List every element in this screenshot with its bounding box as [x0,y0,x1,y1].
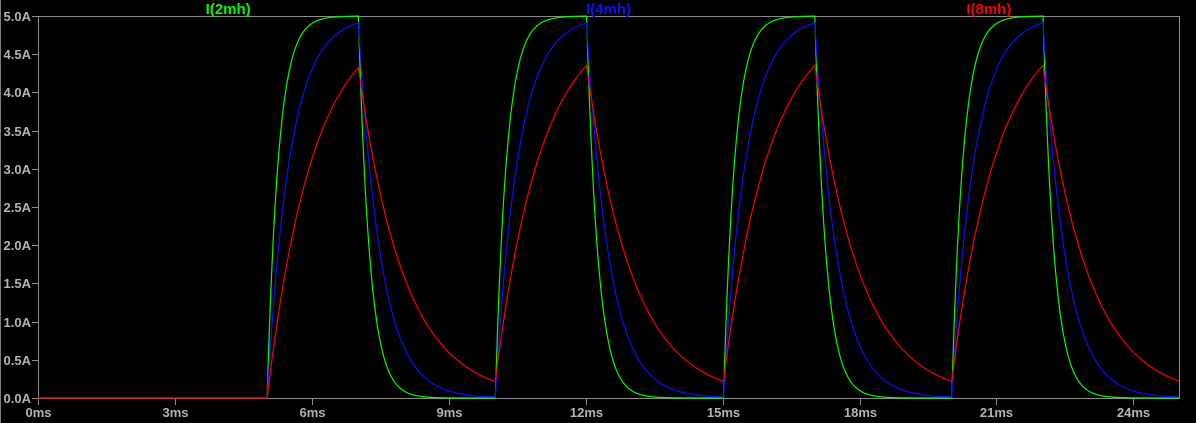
y-tick-label: 1.0A [4,315,32,330]
y-tick-label: 2.0A [4,238,32,253]
window-left-edge [0,0,1,423]
x-tick-label: 18ms [844,405,877,420]
y-tick-label: 1.5A [4,276,32,291]
y-tick-label: 4.0A [4,85,32,100]
y-tick-label: 4.5A [4,47,32,62]
y-tick-label: 5.0A [4,9,32,24]
y-tick-label: 3.5A [4,124,32,139]
legend-trace-i2mh[interactable]: I(2mh) [205,1,251,18]
plot-border [38,16,1180,399]
x-tick-label: 24ms [1117,405,1150,420]
x-tick-label: 15ms [707,405,740,420]
y-tick-label: 2.5A [4,200,32,215]
x-tick-label: 3ms [162,405,188,420]
x-tick-label: 6ms [299,405,325,420]
trace-i2mh [38,15,1179,399]
x-tick-label: 21ms [980,405,1013,420]
y-tick-label: 0.0A [4,391,32,406]
x-tick-label: 0ms [25,405,51,420]
x-tick-label: 9ms [436,405,462,420]
trace-i8mh [38,64,1180,399]
x-tick-label: 12ms [570,405,603,420]
legend-trace-i4mh[interactable]: I(4mh) [586,1,631,18]
y-tick-label: 3.0A [4,162,32,177]
y-tick-label: 0.5A [4,353,32,368]
legend-trace-i8mh[interactable]: I(8mh) [966,1,1012,18]
